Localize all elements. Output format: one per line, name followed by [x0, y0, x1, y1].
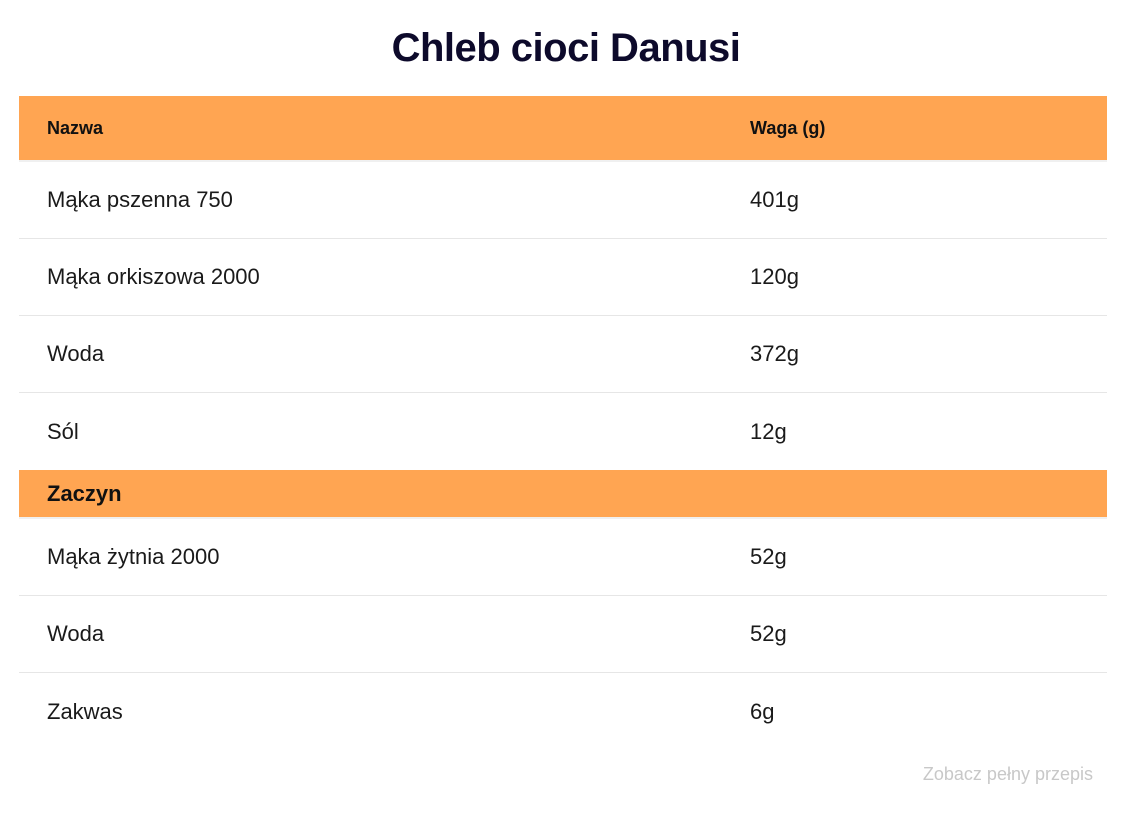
- ingredient-weight: 120g: [750, 264, 799, 289]
- ingredient-row: Mąka żytnia 2000 52g: [19, 519, 1107, 596]
- ingredient-weight: 52g: [750, 544, 787, 569]
- ingredient-row: Mąka orkiszowa 2000 120g: [19, 239, 1107, 316]
- ingredient-name: Mąka orkiszowa 2000: [47, 264, 260, 289]
- ingredient-row: Woda 372g: [19, 316, 1107, 393]
- ingredient-weight: 372g: [750, 341, 799, 366]
- section-title: Zaczyn: [47, 480, 122, 506]
- ingredient-row: Zakwas 6g: [19, 673, 1107, 750]
- ingredient-name: Woda: [47, 341, 105, 366]
- recipe-link[interactable]: Zobacz pełny przepis: [922, 764, 1093, 784]
- header-cell: Waga (g): [750, 117, 826, 138]
- ingredient-name: Zakwas: [47, 698, 123, 724]
- ingredient-row: Woda 52g: [19, 596, 1107, 673]
- title: Chleb cioci Danusi: [391, 26, 741, 70]
- ingredient-name: Mąka pszenna 750: [47, 187, 233, 212]
- section-row: Zaczyn: [19, 470, 1107, 519]
- ingredient-weight: 12g: [750, 418, 787, 444]
- ingredient-weight: 401g: [750, 187, 799, 212]
- header-row: Nazwa Waga (g): [19, 96, 1107, 162]
- header-cell: Nazwa: [47, 117, 104, 138]
- ingredient-row: Sól 12g: [19, 393, 1107, 470]
- ingredient-weight: 6g: [750, 698, 775, 724]
- ingredient-row: Mąka pszenna 750 401g: [19, 162, 1107, 239]
- ingredient-name: Woda: [47, 621, 105, 646]
- ingredients-table: Nazwa Waga (g) Mąka pszenna 750 401g Mąka or…: [19, 96, 1107, 750]
- ingredient-name: Sól: [47, 418, 79, 444]
- ingredient-weight: 52g: [750, 621, 787, 646]
- ingredient-name: Mąka żytnia 2000: [47, 544, 220, 569]
